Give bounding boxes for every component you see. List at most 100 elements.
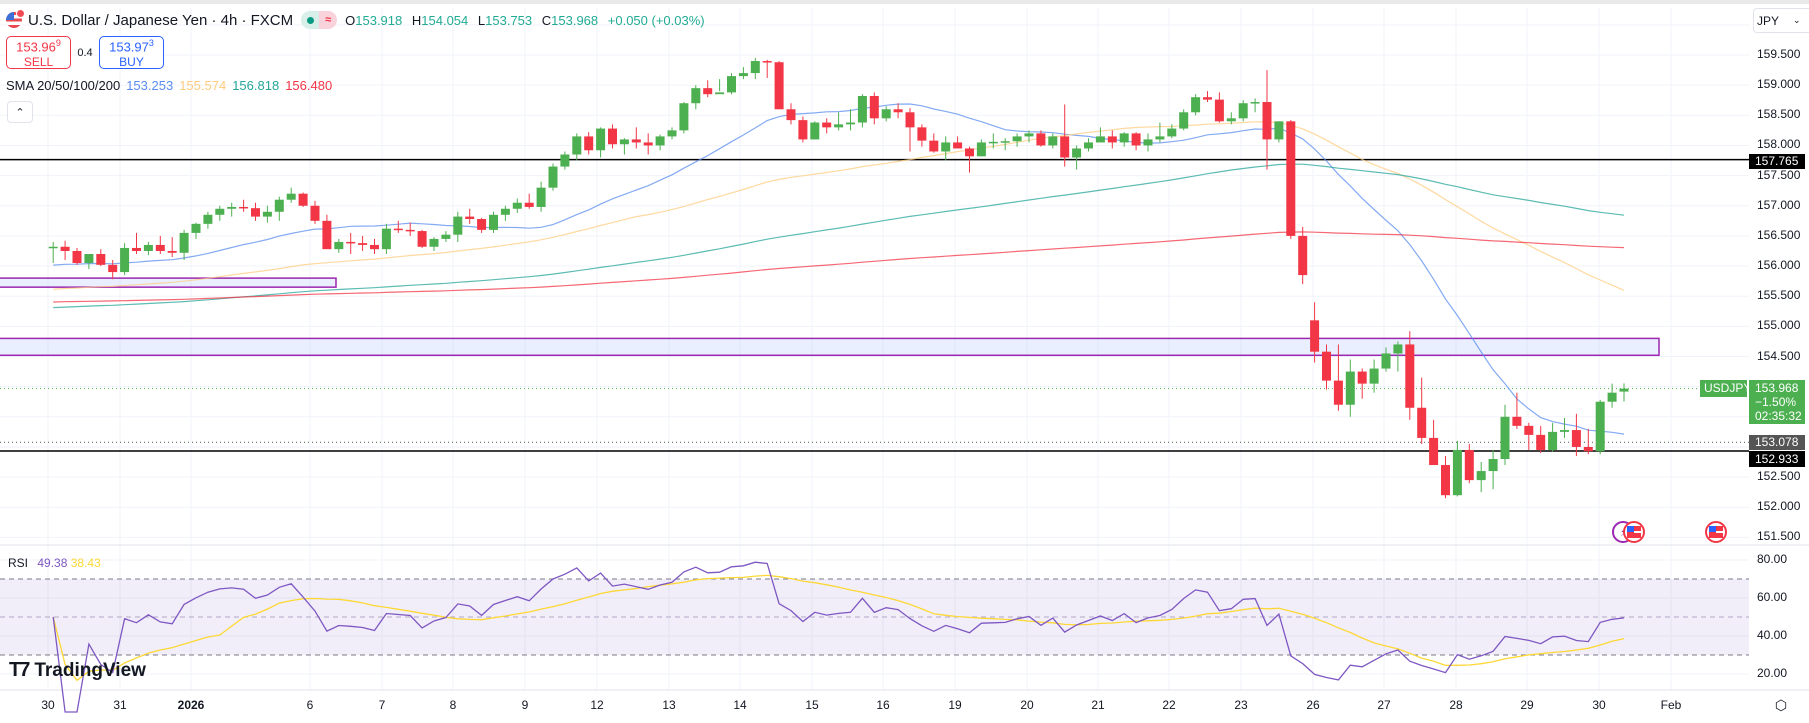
high-label: H <box>411 12 422 28</box>
candle-body <box>1369 368 1379 384</box>
sell-price: 153.96 <box>16 39 56 55</box>
candle-body <box>143 244 153 251</box>
candle-body <box>405 229 415 232</box>
us-flag-event-icon[interactable] <box>1705 521 1727 543</box>
candle-body <box>929 140 939 152</box>
candle-body <box>1560 430 1569 432</box>
candle-body <box>1024 133 1034 137</box>
candle-body <box>822 122 832 128</box>
candle-body <box>1060 136 1070 158</box>
candle-body <box>1179 112 1189 129</box>
candle-body <box>941 142 951 152</box>
sma-line <box>53 163 1625 309</box>
candle-body <box>727 76 736 93</box>
date-axis-label: 12 <box>590 698 604 712</box>
market-status[interactable]: ≈ <box>301 11 338 29</box>
candle-body <box>393 228 403 231</box>
hexagon-gear-icon: ⬡ <box>1774 696 1788 713</box>
candle-body <box>251 208 260 217</box>
ohlc-values: O153.918 H154.054 L153.753 C153.968 +0.0… <box>345 13 711 28</box>
candle-body <box>84 253 94 264</box>
date-axis-label: 21 <box>1091 698 1105 712</box>
candle-body <box>60 246 70 251</box>
sma-line <box>53 231 1625 303</box>
date-axis-label: 23 <box>1234 698 1248 712</box>
us-flag-event-icon[interactable] <box>1623 521 1645 543</box>
candle-body <box>167 250 177 253</box>
candle-body <box>1298 235 1308 276</box>
candle-body <box>215 208 225 215</box>
price-axis-label: 155.000 <box>1757 318 1801 333</box>
candle-body <box>1214 99 1224 122</box>
candle-body <box>643 142 653 146</box>
candle-body <box>703 88 713 95</box>
sma200-value: 156.480 <box>285 78 333 93</box>
candle-body <box>322 220 332 250</box>
candle-body <box>1119 133 1129 143</box>
open-value: 153.918 <box>355 12 403 28</box>
candle-body <box>1143 139 1153 146</box>
candle-body <box>370 244 379 250</box>
candle-body <box>1381 353 1391 369</box>
high-value: 154.054 <box>421 12 469 28</box>
candle-body <box>1476 471 1486 481</box>
candle-body <box>608 128 617 145</box>
candle-body <box>274 199 284 212</box>
candle-body <box>1095 136 1105 143</box>
candle-body <box>1203 97 1212 100</box>
candle-body <box>298 193 308 206</box>
candle-body <box>1131 133 1141 146</box>
candle-body <box>1107 136 1117 143</box>
candle-body <box>1345 371 1355 405</box>
tradingview-logo[interactable]: T7 TradingView <box>9 659 146 682</box>
low-value: 153.753 <box>485 12 533 28</box>
candle-body <box>1452 449 1462 496</box>
date-axis-label: 6 <box>306 698 314 712</box>
candle-body <box>988 141 998 144</box>
sell-button[interactable]: 153.969 SELL <box>6 36 71 69</box>
wave-icon: ≈ <box>319 11 338 29</box>
sma50-value: 155.574 <box>179 78 227 93</box>
candle-body <box>1226 118 1236 122</box>
candle-body <box>96 253 106 265</box>
date-axis-label: 13 <box>662 698 676 712</box>
candle-body <box>548 166 558 188</box>
candle-body <box>120 247 130 273</box>
candle-body <box>1262 102 1272 140</box>
candle-body <box>679 103 689 131</box>
candle-body <box>1084 142 1093 149</box>
candle-body <box>560 154 570 167</box>
rsi-legend[interactable]: RSI 49.38 38.43 <box>8 556 101 570</box>
candle-body <box>572 136 582 155</box>
candle-body <box>1607 392 1617 402</box>
rsi-line <box>52 561 1625 713</box>
currency-select[interactable]: JPY ⌄ <box>1753 8 1809 33</box>
candle-body <box>774 62 784 110</box>
candle-body <box>286 193 296 200</box>
buy-price-pip: 3 <box>148 38 154 49</box>
candle-body <box>310 205 320 221</box>
collapse-legend-button[interactable]: ⌃ <box>7 101 33 123</box>
level-tag-157765: 157.765 <box>1749 154 1805 169</box>
candle-body <box>72 250 82 264</box>
candle-body <box>1357 371 1367 384</box>
symbol-title[interactable]: U.S. Dollar / Japanese Yen · 4h · FXCM <box>28 11 294 29</box>
buy-label: BUY <box>119 54 144 69</box>
candle-body <box>1441 465 1450 496</box>
candle-body <box>1464 449 1474 481</box>
level-tag-153078: 153.078 <box>1749 435 1805 450</box>
price-axis-label: 155.500 <box>1757 288 1801 303</box>
sell-label: SELL <box>23 54 54 69</box>
currency-value: JPY <box>1757 13 1780 28</box>
date-axis-label: 15 <box>805 698 819 712</box>
candle-body <box>1536 434 1546 450</box>
candle-body <box>227 206 237 209</box>
candle-body <box>536 187 546 207</box>
price-axis-label: 158.000 <box>1757 137 1801 152</box>
price-axis-label: 151.500 <box>1757 529 1801 544</box>
chart-settings-button[interactable]: ⬡ <box>1772 696 1790 714</box>
last-price: 153.968 <box>1755 381 1799 395</box>
buy-button[interactable]: 153.973 BUY <box>99 36 164 69</box>
sma-legend[interactable]: SMA 20/50/100/200 153.253 155.574 156.81… <box>6 78 338 93</box>
